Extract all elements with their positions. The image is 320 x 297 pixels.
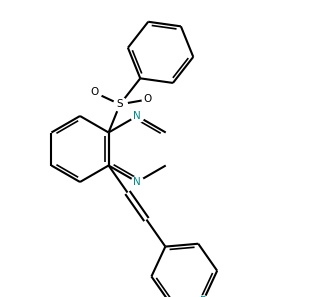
Text: O: O — [91, 88, 99, 97]
Text: N: N — [133, 177, 141, 187]
Text: F: F — [200, 296, 206, 297]
Text: N: N — [133, 111, 141, 121]
Text: O: O — [143, 94, 152, 105]
Text: S: S — [116, 99, 123, 109]
